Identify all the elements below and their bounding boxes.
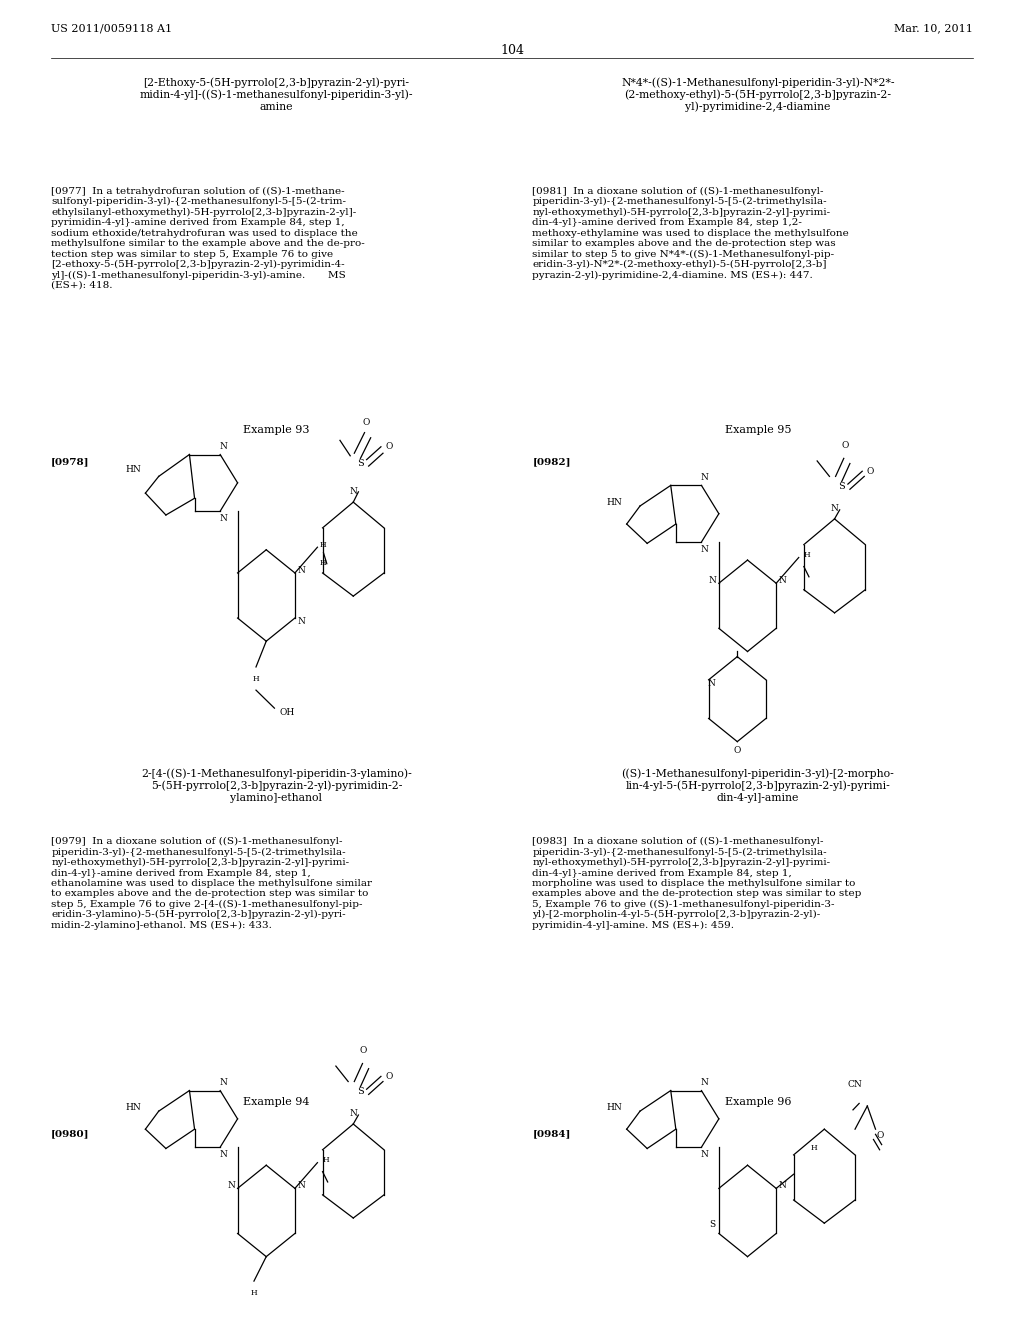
Text: S: S bbox=[710, 1220, 716, 1229]
Text: HN: HN bbox=[606, 1102, 623, 1111]
Text: N: N bbox=[830, 504, 839, 513]
Text: H: H bbox=[323, 1156, 329, 1164]
Text: HN: HN bbox=[606, 498, 623, 507]
Text: N: N bbox=[708, 680, 716, 688]
Text: Example 95: Example 95 bbox=[725, 425, 791, 434]
Text: H: H bbox=[319, 558, 326, 566]
Text: [0983]  In a dioxane solution of ((S)-1-methanesulfonyl-
piperidin-3-yl)-{2-meth: [0983] In a dioxane solution of ((S)-1-m… bbox=[532, 837, 862, 931]
Text: N: N bbox=[778, 577, 786, 585]
Text: N: N bbox=[297, 1181, 305, 1191]
Text: [0978]: [0978] bbox=[51, 457, 90, 466]
Text: N*4*-((S)-1-Methanesulfonyl-piperidin-3-yl)-N*2*-
(2-methoxy-ethyl)-5-(5H-pyrrol: N*4*-((S)-1-Methanesulfonyl-piperidin-3-… bbox=[621, 78, 895, 112]
Text: O: O bbox=[385, 442, 393, 451]
Text: H: H bbox=[319, 541, 326, 549]
Text: OH: OH bbox=[280, 708, 294, 717]
Text: O: O bbox=[359, 1047, 368, 1055]
Text: N: N bbox=[349, 487, 357, 496]
Text: [0984]: [0984] bbox=[532, 1129, 570, 1138]
Text: N: N bbox=[709, 577, 717, 585]
Text: [0980]: [0980] bbox=[51, 1129, 90, 1138]
Text: N: N bbox=[778, 1181, 786, 1191]
Text: [0977]  In a tetrahydrofuran solution of ((S)-1-methane-
sulfonyl-piperidin-3-yl: [0977] In a tetrahydrofuran solution of … bbox=[51, 186, 365, 290]
Text: H: H bbox=[804, 550, 810, 558]
Text: N: N bbox=[219, 515, 227, 523]
Text: N: N bbox=[297, 618, 305, 627]
Text: N: N bbox=[700, 1151, 709, 1159]
Text: H: H bbox=[251, 1288, 257, 1296]
Text: CN: CN bbox=[848, 1080, 862, 1089]
Text: O: O bbox=[841, 441, 849, 450]
Text: N: N bbox=[297, 566, 305, 576]
Text: [2-Ethoxy-5-(5H-pyrrolo[2,3-b]pyrazin-2-yl)-pyri-
midin-4-yl]-((S)-1-methanesulf: [2-Ethoxy-5-(5H-pyrrolo[2,3-b]pyrazin-2-… bbox=[139, 78, 414, 112]
Text: N: N bbox=[700, 545, 709, 554]
Text: O: O bbox=[362, 418, 371, 426]
Text: N: N bbox=[349, 1109, 357, 1118]
Text: N: N bbox=[219, 1151, 227, 1159]
Text: O: O bbox=[733, 746, 741, 755]
Text: [0982]: [0982] bbox=[532, 457, 571, 466]
Text: HN: HN bbox=[125, 1102, 141, 1111]
Text: N: N bbox=[700, 473, 709, 482]
Text: ((S)-1-Methanesulfonyl-piperidin-3-yl)-[2-morpho-
lin-4-yl-5-(5H-pyrrolo[2,3-b]p: ((S)-1-Methanesulfonyl-piperidin-3-yl)-[… bbox=[622, 768, 894, 803]
Text: S: S bbox=[357, 459, 364, 469]
Text: H: H bbox=[253, 675, 259, 682]
Text: O: O bbox=[866, 467, 874, 475]
Text: N: N bbox=[227, 1181, 236, 1191]
Text: O: O bbox=[385, 1072, 393, 1081]
Text: US 2011/0059118 A1: US 2011/0059118 A1 bbox=[51, 24, 172, 33]
Text: N: N bbox=[700, 1078, 709, 1088]
Text: S: S bbox=[357, 1088, 364, 1097]
Text: H: H bbox=[811, 1144, 817, 1152]
Text: N: N bbox=[219, 442, 227, 451]
Text: 2-[4-((S)-1-Methanesulfonyl-piperidin-3-ylamino)-
5-(5H-pyrrolo[2,3-b]pyrazin-2-: 2-[4-((S)-1-Methanesulfonyl-piperidin-3-… bbox=[141, 768, 412, 803]
Text: Example 94: Example 94 bbox=[244, 1097, 309, 1107]
Text: S: S bbox=[839, 482, 845, 491]
Text: [0981]  In a dioxane solution of ((S)-1-methanesulfonyl-
piperidin-3-yl)-{2-meth: [0981] In a dioxane solution of ((S)-1-m… bbox=[532, 186, 849, 280]
Text: 104: 104 bbox=[500, 44, 524, 57]
Text: HN: HN bbox=[125, 466, 141, 474]
Text: Example 93: Example 93 bbox=[244, 425, 309, 434]
Text: Example 96: Example 96 bbox=[725, 1097, 791, 1107]
Text: O: O bbox=[877, 1131, 885, 1140]
Text: Mar. 10, 2011: Mar. 10, 2011 bbox=[894, 24, 973, 33]
Text: N: N bbox=[219, 1078, 227, 1088]
Text: [0979]  In a dioxane solution of ((S)-1-methanesulfonyl-
piperidin-3-yl)-{2-meth: [0979] In a dioxane solution of ((S)-1-m… bbox=[51, 837, 372, 931]
